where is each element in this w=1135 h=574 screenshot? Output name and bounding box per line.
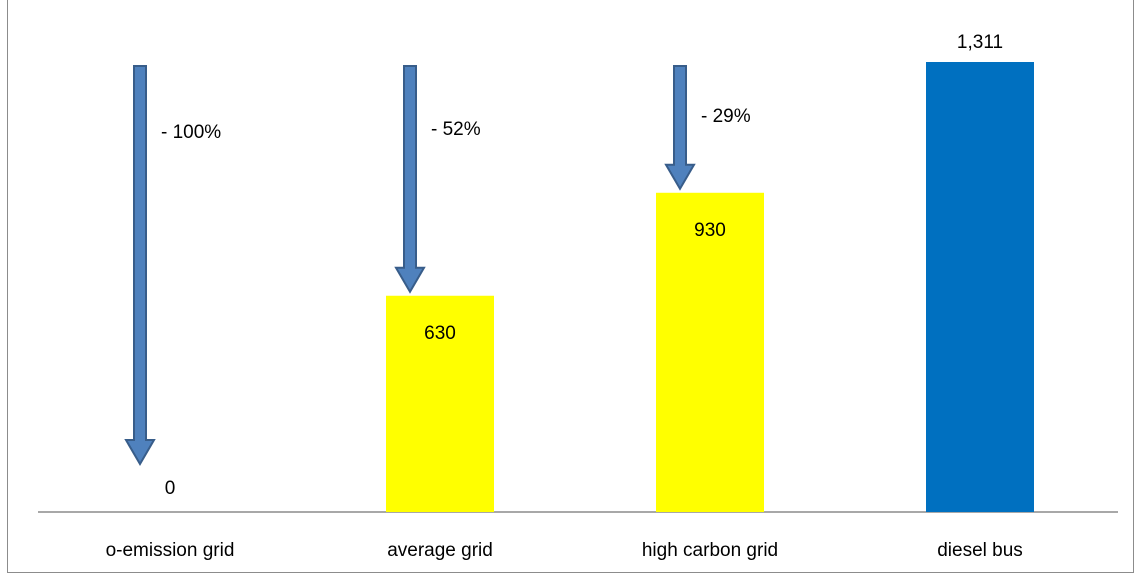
bar-diesel-bus <box>926 62 1034 512</box>
bar-high-carbon-grid <box>656 192 764 513</box>
reduction-label: - 29% <box>701 106 751 127</box>
value-label: 0 <box>165 478 176 499</box>
reduction-label: - 52% <box>431 119 481 140</box>
bar-average-grid <box>386 295 494 512</box>
value-label: 930 <box>694 220 726 241</box>
reduction-arrows-group <box>124 65 696 466</box>
reduction-label: - 100% <box>161 122 221 143</box>
category-label: average grid <box>387 540 493 561</box>
category-label: o-emission grid <box>106 540 235 561</box>
category-label: high carbon grid <box>642 540 778 561</box>
value-label: 630 <box>424 323 456 344</box>
reduction-arrow <box>124 65 156 466</box>
labels-group: 0 o-emission grid - 100% 630 average grid - 5… <box>106 32 1023 561</box>
category-label: diesel bus <box>937 540 1023 561</box>
reduction-arrow <box>394 65 426 294</box>
reduction-arrow <box>664 65 696 191</box>
bars-group <box>386 62 1034 513</box>
chart-frame <box>7 0 1134 573</box>
value-label: 1,311 <box>957 32 1003 53</box>
